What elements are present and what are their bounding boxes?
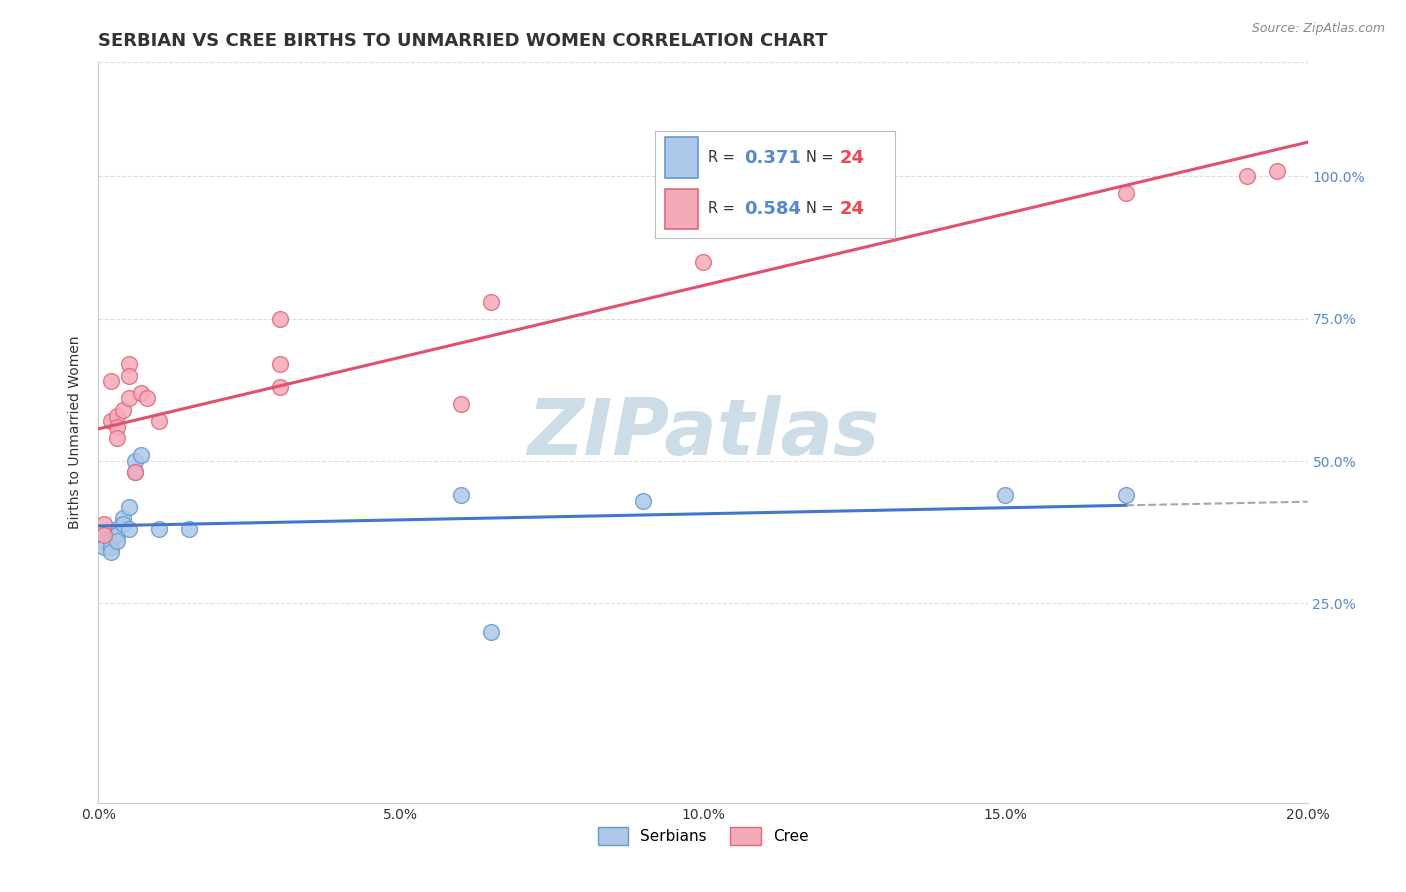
- Point: [129, 449, 152, 463]
- Point: [269, 357, 291, 371]
- Point: [100, 414, 122, 428]
- Point: [105, 431, 128, 445]
- Point: [111, 511, 134, 525]
- Text: N =: N =: [806, 150, 834, 165]
- Point: [105, 420, 128, 434]
- Point: [93, 533, 115, 548]
- Point: [100, 545, 122, 559]
- Point: [179, 523, 201, 537]
- Point: [135, 392, 157, 406]
- Y-axis label: Births to Unmarried Women: Births to Unmarried Women: [69, 336, 83, 529]
- Point: [450, 488, 472, 502]
- Point: [1115, 488, 1137, 502]
- Text: R =: R =: [709, 202, 735, 216]
- Point: [100, 375, 122, 389]
- Point: [118, 357, 141, 371]
- Point: [481, 624, 503, 639]
- Point: [100, 540, 122, 554]
- Point: [105, 523, 128, 537]
- FancyBboxPatch shape: [665, 188, 699, 229]
- Point: [994, 488, 1017, 502]
- Point: [111, 402, 134, 417]
- Text: ZIPatlas: ZIPatlas: [527, 394, 879, 471]
- Point: [631, 494, 654, 508]
- Point: [481, 294, 503, 309]
- Point: [269, 380, 291, 394]
- Point: [100, 528, 122, 542]
- Text: 24: 24: [839, 200, 865, 218]
- Point: [1267, 163, 1289, 178]
- Point: [118, 392, 141, 406]
- Point: [450, 397, 472, 411]
- Legend: Serbians, Cree: Serbians, Cree: [592, 821, 814, 851]
- Point: [1115, 186, 1137, 201]
- Text: N =: N =: [806, 202, 834, 216]
- Text: R =: R =: [709, 150, 735, 165]
- Point: [100, 533, 122, 548]
- Point: [692, 254, 714, 268]
- Point: [105, 533, 128, 548]
- Point: [124, 466, 146, 480]
- Text: SERBIAN VS CREE BIRTHS TO UNMARRIED WOMEN CORRELATION CHART: SERBIAN VS CREE BIRTHS TO UNMARRIED WOME…: [98, 32, 828, 50]
- Text: 0.584: 0.584: [744, 200, 801, 218]
- Point: [118, 523, 141, 537]
- Point: [148, 414, 170, 428]
- Point: [118, 500, 141, 514]
- Point: [1236, 169, 1258, 184]
- Point: [148, 523, 170, 537]
- Text: Source: ZipAtlas.com: Source: ZipAtlas.com: [1251, 22, 1385, 36]
- FancyBboxPatch shape: [665, 137, 699, 178]
- Point: [118, 368, 141, 383]
- Point: [105, 528, 128, 542]
- Point: [269, 311, 291, 326]
- Point: [93, 516, 115, 531]
- Text: 24: 24: [839, 149, 865, 167]
- Point: [93, 528, 115, 542]
- Text: 0.371: 0.371: [744, 149, 801, 167]
- Point: [93, 540, 115, 554]
- Point: [93, 528, 115, 542]
- Point: [129, 385, 152, 400]
- Point: [124, 466, 146, 480]
- Point: [124, 454, 146, 468]
- Point: [105, 409, 128, 423]
- Point: [111, 516, 134, 531]
